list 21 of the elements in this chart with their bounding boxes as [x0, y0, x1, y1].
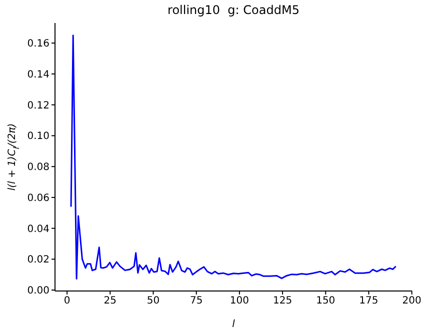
y-tick-label: 0.04	[27, 224, 50, 235]
x-tick-label: 25	[104, 296, 117, 307]
x-tick-label: 50	[146, 296, 160, 307]
x-tick-label: 175	[359, 296, 378, 307]
y-tick-label: 0.14	[27, 69, 50, 80]
x-tick-label: 125	[272, 296, 292, 307]
y-tick-label: 0.16	[27, 38, 50, 50]
chart-title: rolling10 g: CoaddM5	[166, 3, 300, 17]
x-axis-title: l	[232, 319, 236, 329]
y-tick-label: 0.02	[27, 254, 50, 266]
y-tick-label: 0.00	[27, 286, 50, 297]
y-tick-label: 0.10	[27, 131, 50, 142]
x-tick-label: 75	[190, 296, 203, 307]
x-tick-label: 0	[64, 296, 70, 307]
x-tick-label: 150	[316, 296, 336, 307]
line-series	[70, 34, 397, 280]
y-tick-label: 0.06	[27, 192, 50, 204]
y-tick-label: 0.12	[27, 100, 50, 112]
x-tick-label: 100	[230, 296, 249, 307]
x-tick-label: 200	[402, 296, 422, 307]
y-tick-label: 0.08	[27, 162, 50, 174]
